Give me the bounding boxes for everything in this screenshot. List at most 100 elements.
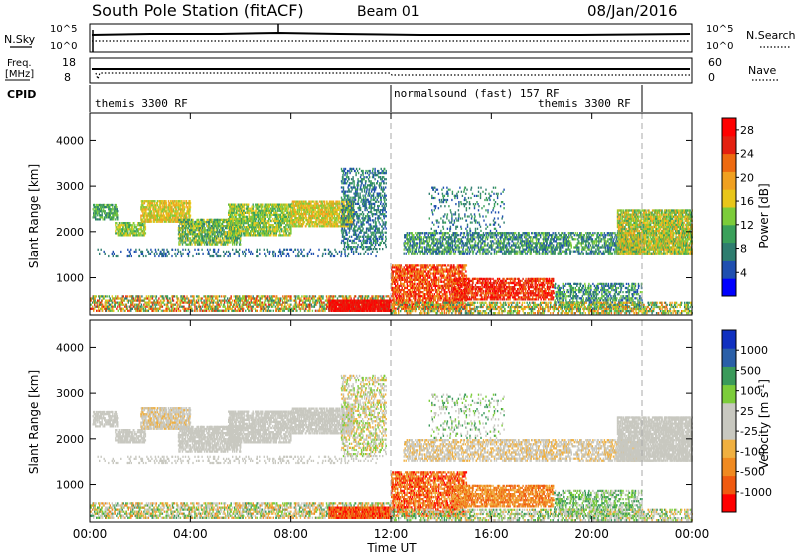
range-gate-cell xyxy=(339,210,341,213)
range-gate-cell xyxy=(234,237,236,240)
range-gate-cell xyxy=(233,203,235,206)
range-gate-cell xyxy=(357,200,359,203)
range-gate-cell xyxy=(232,228,234,231)
range-gate-cell xyxy=(196,218,198,221)
range-gate-cell xyxy=(279,205,281,208)
range-gate-cell xyxy=(148,208,150,211)
range-gate-cell xyxy=(382,237,384,240)
range-gate-cell xyxy=(364,246,367,249)
range-gate-cell xyxy=(321,214,324,218)
range-gate-cell xyxy=(93,309,95,312)
range-gate-cell xyxy=(379,231,381,234)
range-gate-cell xyxy=(112,214,114,217)
range-gate-cell xyxy=(358,206,361,210)
range-gate-cell xyxy=(287,252,290,255)
range-gate-cell xyxy=(234,227,236,230)
range-gate-cell xyxy=(369,172,371,175)
range-gate-cell xyxy=(355,194,358,197)
range-gate-cell xyxy=(203,239,205,242)
range-gate-cell xyxy=(322,210,325,213)
range-gate-cell xyxy=(346,223,349,226)
range-gate-cell xyxy=(369,241,372,245)
range-gate-cell xyxy=(107,214,109,217)
range-gate-cell xyxy=(309,223,311,226)
range-gate-cell xyxy=(369,219,372,222)
range-gate-cell xyxy=(218,222,220,226)
range-gate-cell xyxy=(369,217,371,220)
range-gate-cell xyxy=(372,188,375,191)
range-gate-cell xyxy=(336,202,339,205)
range-gate-cell xyxy=(131,232,133,235)
range-gate-cell xyxy=(352,178,354,181)
range-gate-cell xyxy=(244,226,246,229)
range-gate-cell xyxy=(118,224,120,227)
range-gate-cell xyxy=(341,235,344,238)
range-gate-cell xyxy=(269,224,271,227)
range-gate-cell xyxy=(250,250,252,253)
range-gate-cell xyxy=(244,250,246,253)
range-gate-cell xyxy=(275,232,277,235)
range-gate-cell xyxy=(182,214,184,217)
range-gate-cell xyxy=(306,212,308,216)
range-gate-cell xyxy=(279,234,281,237)
range-gate-cell xyxy=(196,222,199,226)
range-gate-cell xyxy=(357,198,360,201)
range-gate-cell xyxy=(353,215,355,218)
range-gate-cell xyxy=(176,204,179,207)
range-gate-cell xyxy=(362,221,364,224)
range-gate-cell xyxy=(129,228,131,231)
range-gate-cell xyxy=(350,209,352,212)
range-gate-cell xyxy=(360,200,362,203)
range-gate-cell xyxy=(208,231,210,234)
range-gate-cell xyxy=(97,208,99,211)
range-gate-cell xyxy=(343,215,346,218)
range-gate-cell xyxy=(104,210,106,213)
range-gate-cell xyxy=(173,220,175,223)
range-gate-cell xyxy=(115,254,117,258)
range-gate-cell xyxy=(249,226,251,229)
range-gate-cell xyxy=(350,200,352,203)
range-gate-cell xyxy=(130,224,132,227)
range-gate-cell xyxy=(373,190,376,193)
range-gate-cell xyxy=(264,215,266,218)
range-gate-cell xyxy=(364,198,366,201)
range-gate-cell xyxy=(181,208,184,211)
range-gate-cell xyxy=(115,230,117,233)
range-gate-cell xyxy=(310,219,313,222)
range-gate-cell xyxy=(179,250,182,253)
range-gate-cell xyxy=(182,241,185,244)
range-gate-cell xyxy=(304,200,306,203)
range-gate-cell xyxy=(194,239,196,242)
range-gate-cell xyxy=(119,228,121,231)
range-gate-cell xyxy=(104,212,106,215)
range-gate-cell xyxy=(343,217,345,220)
range-gate-cell xyxy=(189,237,192,240)
range-gate-cell xyxy=(215,252,218,255)
range-gate-cell xyxy=(175,206,177,209)
range-gate-cell xyxy=(365,198,368,201)
range-gate-cell xyxy=(302,219,305,222)
range-gate-cell xyxy=(343,169,346,173)
range-gate-cell xyxy=(239,228,241,231)
range-gate-cell xyxy=(163,208,166,211)
range-gate-cell xyxy=(315,200,317,203)
range-gate-cell xyxy=(342,172,345,175)
range-gate-cell xyxy=(280,254,282,258)
range-gate-cell xyxy=(185,237,188,240)
range-gate-cell xyxy=(379,186,381,189)
range-gate-cell xyxy=(104,203,106,207)
range-gate-cell xyxy=(286,205,288,208)
range-gate-cell xyxy=(359,239,362,242)
range-gate-cell xyxy=(280,230,282,233)
range-gate-cell xyxy=(185,225,188,228)
range-gate-cell xyxy=(234,239,236,242)
range-gate-cell xyxy=(218,225,221,228)
range-gate-cell xyxy=(164,254,167,258)
range-gate-cell xyxy=(286,209,288,212)
range-gate-cell xyxy=(271,209,273,212)
range-gate-cell xyxy=(239,226,241,229)
range-gate-cell xyxy=(343,182,346,185)
range-gate-cell xyxy=(184,233,186,236)
range-gate-cell xyxy=(258,219,260,223)
range-gate-cell xyxy=(363,200,365,203)
